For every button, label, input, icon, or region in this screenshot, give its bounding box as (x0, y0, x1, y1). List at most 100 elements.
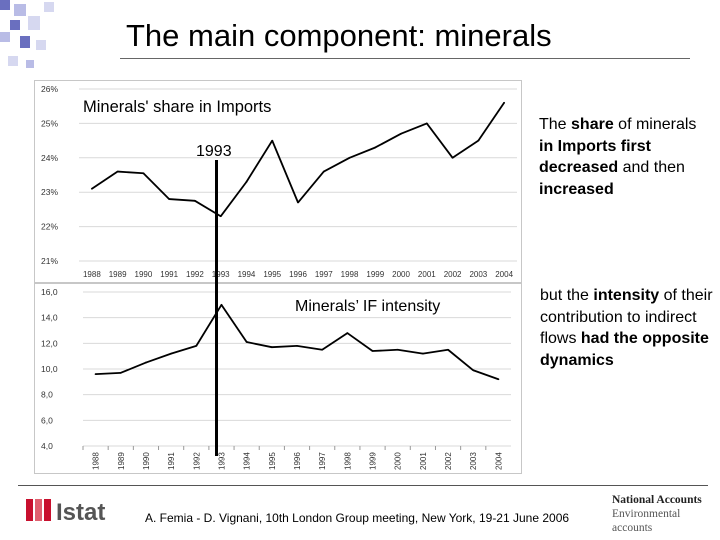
data-point (90, 187, 93, 190)
annotation-share: The share of minerals in Imports first d… (539, 114, 709, 200)
y-tick-label: 8,0 (41, 390, 53, 400)
data-point (297, 201, 299, 204)
series-segment (145, 352, 172, 364)
intensity-chart: 4,0 6,0 8,0 10,0 12,0 14,0 16,0 1988 1989 1990 199… (34, 283, 522, 474)
footer-divider (18, 485, 708, 486)
y-tick-label: 24% (41, 153, 58, 163)
data-point (94, 373, 97, 376)
series-segment (245, 140, 273, 183)
data-point (245, 341, 248, 343)
data-point (219, 215, 222, 218)
deco-square (36, 40, 46, 50)
logo-bar (35, 499, 42, 521)
intensity-chart-svg: 4,0 6,0 8,0 10,0 12,0 14,0 16,0 1988 1989 1990 199… (41, 287, 511, 470)
data-point (142, 172, 145, 175)
deco-square (44, 2, 54, 12)
data-point (245, 180, 248, 183)
annotation-run: The (539, 116, 572, 133)
x-tick-label: 1992 (186, 270, 204, 279)
data-point (119, 371, 122, 374)
series-segment (400, 122, 428, 135)
chart-title: Minerals' share in Imports (83, 98, 271, 116)
annotation-run: share (571, 116, 614, 133)
y-tick-label: 14,0 (41, 313, 58, 323)
series-segment (321, 332, 348, 351)
x-tick-label: 2003 (469, 270, 487, 279)
annotation-run: of their contribution to indirect flows (540, 287, 713, 347)
series-segment (346, 332, 374, 352)
y-tick-label: 10,0 (41, 364, 58, 374)
x-tick-label: 1988 (92, 452, 101, 470)
deco-square (28, 16, 40, 30)
x-tick-label: 1989 (117, 452, 126, 470)
data-point (270, 346, 273, 349)
data-point (374, 146, 377, 149)
x-tick-label: 1998 (343, 452, 352, 470)
y-tick-label: 12,0 (41, 338, 58, 348)
series-segment (246, 341, 273, 349)
series-segment (91, 170, 119, 190)
x-tick-label: 1997 (315, 270, 333, 279)
x-tick-label: 1988 (83, 270, 101, 279)
annotation-run: and then (618, 159, 685, 176)
data-point (145, 361, 147, 364)
istat-logo: Istat (26, 499, 105, 525)
x-tick-label: 1999 (369, 452, 378, 470)
data-point (321, 348, 324, 351)
data-point (116, 170, 119, 173)
data-point (421, 352, 424, 355)
series-segment (220, 304, 248, 343)
y-tick-label: 26% (41, 84, 58, 94)
logo-text: Istat (56, 499, 105, 525)
data-point (447, 348, 449, 351)
y-tick-label: 21% (41, 256, 58, 266)
deco-square (10, 20, 20, 30)
annotation-run: had the opposite dynamics (540, 330, 709, 369)
x-tick-label: 1993 (217, 452, 226, 470)
series-segment (120, 361, 147, 374)
annotation-run: increased (539, 180, 614, 198)
y-tick-label: 22% (41, 222, 58, 232)
y-tick-label: 6,0 (41, 415, 53, 425)
x-tick-label: 1994 (243, 452, 252, 470)
data-point (220, 303, 223, 306)
series-segment (397, 348, 424, 355)
deco-square (14, 4, 26, 16)
series-segment (142, 172, 170, 200)
x-tick-label: 2001 (418, 270, 436, 279)
series-segment (271, 345, 298, 349)
logo-bar (26, 499, 33, 521)
year-1993-marker-line (215, 160, 218, 456)
x-tick-label: 1993 (212, 270, 230, 279)
series-segment (374, 132, 402, 149)
series-segment (169, 198, 196, 202)
x-tick-label: 2000 (392, 270, 410, 279)
data-point (322, 170, 325, 173)
series-segment (422, 348, 449, 355)
data-point (400, 132, 402, 135)
share-chart-svg: 21% 22% 23% 24% 25% 26% 1988 1989 1990 1991 1992 19… (41, 84, 517, 279)
x-tick-label: 1996 (293, 452, 302, 470)
series-segment (95, 371, 121, 376)
x-tick-label: 1997 (318, 452, 327, 470)
data-point (346, 332, 349, 334)
series-segment (472, 369, 499, 381)
x-tick-label: 1995 (263, 270, 281, 279)
y-tick-label: 4,0 (41, 441, 53, 451)
series-segment (452, 139, 479, 159)
deco-square (8, 56, 18, 66)
citation: A. Femia - D. Vignani, 10th London Group… (145, 511, 570, 525)
annotation-run: intensity (593, 287, 660, 304)
y-tick-label: 25% (41, 118, 58, 128)
series-segment (219, 181, 248, 217)
series-segment (447, 349, 474, 371)
data-point (477, 139, 480, 142)
slide-title: The main component: minerals (126, 18, 552, 53)
na-title: National Accounts (612, 494, 702, 506)
national-accounts-block: National Accounts Environmental accounts (612, 493, 702, 535)
series-segment (372, 348, 398, 352)
x-tick-label: 2000 (394, 452, 403, 470)
data-point (371, 350, 374, 352)
x-tick-label: 1992 (192, 452, 201, 470)
data-point (195, 345, 198, 347)
